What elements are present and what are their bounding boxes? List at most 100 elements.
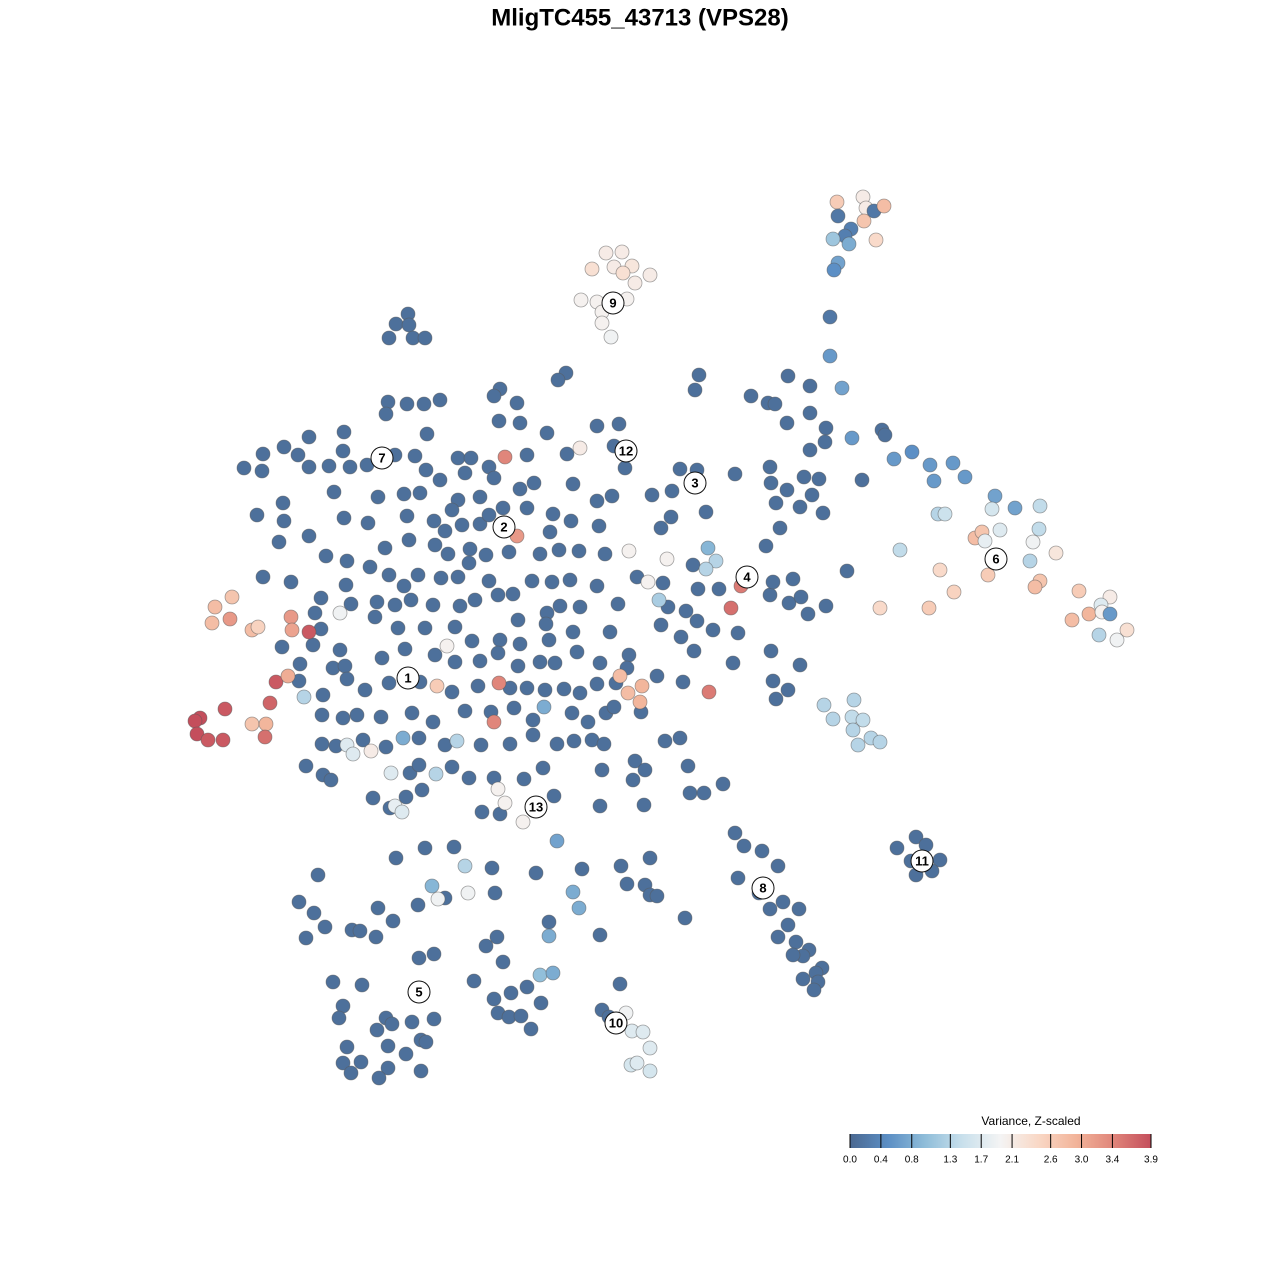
- point: [816, 697, 832, 713]
- point: [325, 974, 341, 990]
- point: [486, 388, 502, 404]
- point: [315, 687, 331, 703]
- point: [642, 850, 658, 866]
- point: [301, 528, 317, 544]
- point: [826, 262, 842, 278]
- point: [335, 443, 351, 459]
- point: [383, 765, 399, 781]
- point: [417, 840, 433, 856]
- point: [349, 707, 365, 723]
- point: [398, 789, 414, 805]
- cluster-label: 3: [691, 475, 698, 490]
- cluster-label-badge: [492, 515, 516, 539]
- point: [444, 759, 460, 775]
- point: [200, 732, 216, 748]
- point: [829, 194, 845, 210]
- point: [642, 1063, 658, 1079]
- point: [736, 838, 752, 854]
- point: [474, 804, 490, 820]
- point: [634, 678, 650, 694]
- point: [743, 388, 759, 404]
- point: [516, 771, 532, 787]
- point: [417, 620, 433, 636]
- point: [339, 1039, 355, 1055]
- point: [1102, 606, 1118, 622]
- cluster-label: 5: [415, 984, 422, 999]
- point: [470, 678, 486, 694]
- point: [510, 658, 526, 674]
- point: [637, 762, 653, 778]
- point: [301, 429, 317, 445]
- point: [785, 571, 801, 587]
- point: [708, 553, 724, 569]
- point: [664, 483, 680, 499]
- point: [464, 633, 480, 649]
- point: [343, 1065, 359, 1081]
- point: [258, 716, 274, 732]
- point: [691, 367, 707, 383]
- point: [394, 804, 410, 820]
- point: [705, 622, 721, 638]
- point: [481, 573, 497, 589]
- point: [592, 927, 608, 943]
- point: [395, 730, 411, 746]
- point: [834, 380, 850, 396]
- point: [512, 636, 528, 652]
- point: [254, 463, 270, 479]
- point: [187, 713, 203, 729]
- point: [486, 470, 502, 486]
- point: [946, 584, 962, 600]
- point: [519, 447, 535, 463]
- point: [945, 455, 961, 471]
- point: [430, 891, 446, 907]
- point: [343, 596, 359, 612]
- point: [770, 858, 786, 874]
- point: [519, 979, 535, 995]
- point: [365, 790, 381, 806]
- point: [723, 600, 739, 616]
- point: [335, 710, 351, 726]
- point: [461, 770, 477, 786]
- point: [426, 946, 442, 962]
- point: [984, 501, 1000, 517]
- point: [550, 372, 566, 388]
- point: [490, 587, 506, 603]
- point: [323, 772, 339, 788]
- point: [572, 599, 588, 615]
- cluster-label: 11: [915, 853, 929, 868]
- point: [370, 900, 386, 916]
- point: [758, 538, 774, 554]
- colorbar-tick-label: 3.4: [1105, 1155, 1119, 1166]
- point: [318, 548, 334, 564]
- point: [528, 865, 544, 881]
- point: [564, 705, 580, 721]
- point: [317, 919, 333, 935]
- point: [566, 733, 582, 749]
- point: [855, 712, 871, 728]
- colorbar-tick-label: 2.6: [1044, 1155, 1058, 1166]
- point: [770, 929, 786, 945]
- point: [417, 330, 433, 346]
- point: [795, 971, 811, 987]
- point: [411, 730, 427, 746]
- point: [449, 733, 465, 749]
- point: [620, 685, 636, 701]
- point: [519, 500, 535, 516]
- point: [655, 575, 671, 591]
- point: [411, 950, 427, 966]
- point: [525, 712, 541, 728]
- point: [589, 418, 605, 434]
- point: [314, 707, 330, 723]
- colorbar-tick-label: 3.0: [1075, 1155, 1089, 1166]
- point: [1031, 521, 1047, 537]
- point: [845, 722, 861, 738]
- point: [572, 685, 588, 701]
- point: [804, 487, 820, 503]
- point: [754, 843, 770, 859]
- point: [268, 674, 284, 690]
- cluster-label: 9: [609, 295, 616, 310]
- point: [545, 506, 561, 522]
- point: [663, 509, 679, 525]
- point: [551, 542, 567, 558]
